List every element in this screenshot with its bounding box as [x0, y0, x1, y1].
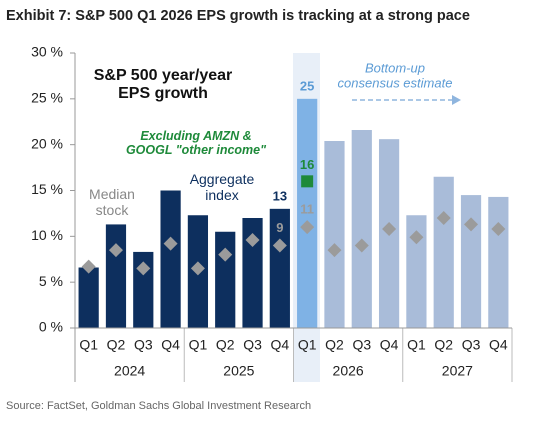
x-tick-label: Q3	[462, 337, 481, 353]
bar	[215, 231, 236, 328]
median-marker	[409, 230, 424, 245]
y-tick-label: 10 %	[31, 227, 63, 243]
bar	[488, 196, 509, 328]
x-tick-label: Q4	[489, 337, 508, 353]
headline: S&P 500 year/year EPS growth	[94, 67, 232, 102]
value-label: 11	[300, 202, 314, 217]
x-tick-label: Q2	[434, 337, 453, 353]
x-tick-label: Q4	[380, 337, 399, 353]
median-marker	[382, 222, 397, 236]
value-label: 16	[300, 157, 314, 172]
median-marker	[81, 259, 96, 274]
median-marker	[300, 220, 315, 235]
bar	[406, 215, 427, 328]
x-tick-label: Q3	[134, 337, 153, 353]
value-label: 13	[273, 188, 287, 203]
source: Source: FactSet, Goldman Sachs Global In…	[6, 400, 311, 412]
bar	[460, 195, 482, 328]
bar	[269, 208, 290, 328]
y-tick-label: 0 %	[39, 319, 63, 335]
median-marker	[163, 236, 178, 251]
x-tick-label: Q1	[189, 337, 208, 353]
median-marker	[464, 217, 479, 232]
bar	[433, 176, 454, 328]
period-label: 2025	[223, 363, 254, 379]
bar	[160, 190, 181, 328]
median-marker	[108, 243, 123, 258]
x-tick-label: Q1	[407, 337, 426, 353]
bar	[105, 224, 127, 328]
x-tick-label: Q3	[352, 337, 371, 353]
bar	[242, 218, 263, 328]
x-tick-label: Q4	[271, 337, 290, 353]
x-tick-label: Q1	[298, 337, 317, 353]
bar	[324, 141, 345, 328]
median-marker	[136, 261, 151, 276]
bar	[297, 98, 318, 328]
value-label: 25	[300, 78, 314, 93]
x-tick-label: Q2	[216, 337, 235, 353]
median-marker	[272, 238, 287, 253]
bar	[351, 130, 372, 328]
period-label: 2024	[114, 363, 145, 379]
y-tick-label: 20 %	[31, 135, 63, 151]
median-marker	[327, 243, 342, 258]
x-tick-label: Q4	[161, 337, 180, 353]
y-tick-label: 15 %	[31, 181, 63, 197]
y-tick-label: 5 %	[39, 273, 63, 289]
x-tick-label: Q2	[325, 337, 344, 353]
median-marker	[245, 233, 260, 247]
period-label: 2027	[442, 363, 473, 379]
median-marker	[190, 261, 205, 276]
median-marker	[354, 238, 369, 253]
y-tick-label: 25 %	[31, 90, 63, 106]
median-label: Median stock	[89, 186, 135, 218]
x-tick-label: Q1	[79, 337, 98, 353]
median-marker	[218, 247, 233, 262]
bar	[133, 251, 154, 328]
value-label: 9	[276, 220, 283, 235]
median-marker	[436, 211, 451, 225]
x-tick-label: Q3	[243, 337, 262, 353]
x-tick-label: Q2	[107, 337, 126, 353]
period-label: 2026	[333, 363, 364, 379]
aggregate-label: Aggregate index	[190, 171, 255, 203]
chart-title: Exhibit 7: S&P 500 Q1 2026 EPS growth is…	[6, 8, 470, 24]
exclusion-marker	[301, 175, 314, 188]
estimate-note: Bottom-up consensus estimate	[338, 61, 453, 91]
exclusion-label: Excluding AMZN & GOOGL "other income"	[126, 129, 267, 157]
bar	[78, 267, 99, 328]
y-tick-label: 30 %	[31, 44, 63, 60]
estimate-arrowhead	[452, 95, 461, 105]
median-marker	[491, 222, 506, 236]
